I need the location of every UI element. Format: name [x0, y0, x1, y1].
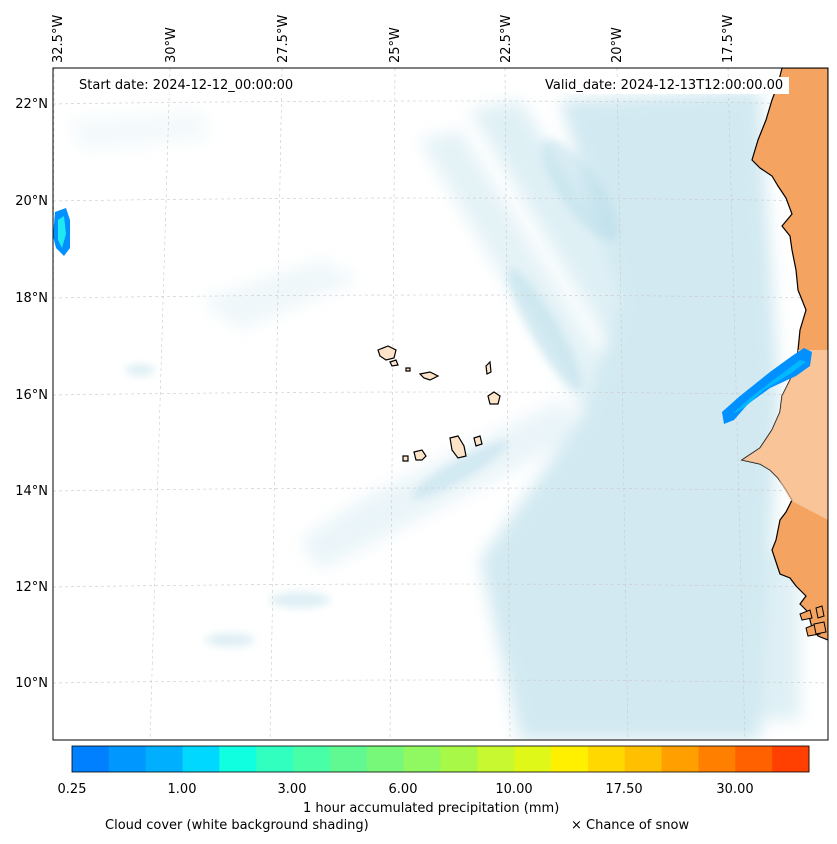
colorbar-segment — [587, 746, 626, 772]
bissagos-islands — [799, 605, 827, 637]
colorbar-tick-label: 6.00 — [388, 782, 418, 797]
longitude-label: 32.5°W — [51, 14, 66, 63]
colorbar-frame — [71, 745, 810, 773]
colorbar-segment — [293, 746, 331, 772]
latitude-label: 22°N — [15, 97, 48, 112]
gridlines — [53, 68, 828, 740]
longitude-label: 30°W — [164, 27, 179, 63]
colorbar-tick-label: 17.50 — [605, 782, 643, 797]
precip-patch-west-core — [58, 216, 66, 248]
colorbar-segment — [403, 746, 441, 772]
colorbar-segment — [624, 746, 663, 772]
colorbar-tick-label: 3.00 — [277, 782, 307, 797]
colorbar-segment — [256, 746, 294, 772]
colorbar-segment — [514, 746, 552, 772]
start-date-label: Start date: 2024-12-12_00:00:00 — [73, 77, 300, 94]
colorbar-segment — [219, 746, 257, 772]
latitude-label: 16°N — [15, 388, 48, 403]
longitude-label: 22.5°W — [499, 14, 514, 63]
colorbar-segment — [698, 746, 736, 772]
colorbar-title: 1 hour accumulated precipitation (mm) — [303, 801, 560, 816]
colorbar-segment — [477, 746, 515, 772]
valid-date-label: Valid_date: 2024-12-13T12:00:00.00 — [539, 77, 790, 94]
longitude-label: 25°W — [388, 27, 403, 63]
colorbar-segment — [108, 746, 147, 772]
longitude-label: 17.5°W — [721, 14, 736, 63]
colorbar-segment — [551, 746, 589, 772]
colorbar-segment — [72, 746, 110, 772]
latitude-label: 20°N — [15, 194, 48, 209]
colorbar-segment — [735, 746, 773, 772]
colorbar-segment — [440, 746, 478, 772]
longitude-label: 20°W — [610, 27, 625, 63]
cloud-cover-legend: Cloud cover (white background shading) — [105, 818, 369, 833]
latitude-label: 14°N — [15, 484, 48, 499]
map-frame — [52, 67, 829, 741]
colorbar-segment — [182, 746, 220, 772]
cloud-cover-shading — [70, 90, 800, 740]
colorbar-tick-label: 1.00 — [167, 782, 197, 797]
latitude-label: 12°N — [15, 580, 48, 595]
cabo-verde-islands — [377, 345, 501, 462]
africa-coastal-shade — [742, 350, 828, 520]
colorbar-segment — [145, 746, 184, 772]
snow-legend: × Chance of snow — [571, 818, 690, 833]
colorbar-segment — [661, 746, 699, 772]
colorbar-tick-label: 0.25 — [57, 782, 87, 797]
latitude-label: 18°N — [15, 291, 48, 306]
colorbar-segment — [366, 746, 405, 772]
colorbar-segment — [329, 746, 368, 772]
longitude-label: 27.5°W — [276, 14, 291, 63]
cloud-cover-detail — [125, 139, 619, 647]
latitude-label: 10°N — [15, 676, 48, 691]
colorbar-segment — [772, 746, 810, 772]
colorbar — [72, 746, 810, 772]
colorbar-tick-label: 30.00 — [716, 782, 754, 797]
precip-band-east-core — [732, 360, 806, 414]
colorbar-tick-label: 10.00 — [495, 782, 533, 797]
